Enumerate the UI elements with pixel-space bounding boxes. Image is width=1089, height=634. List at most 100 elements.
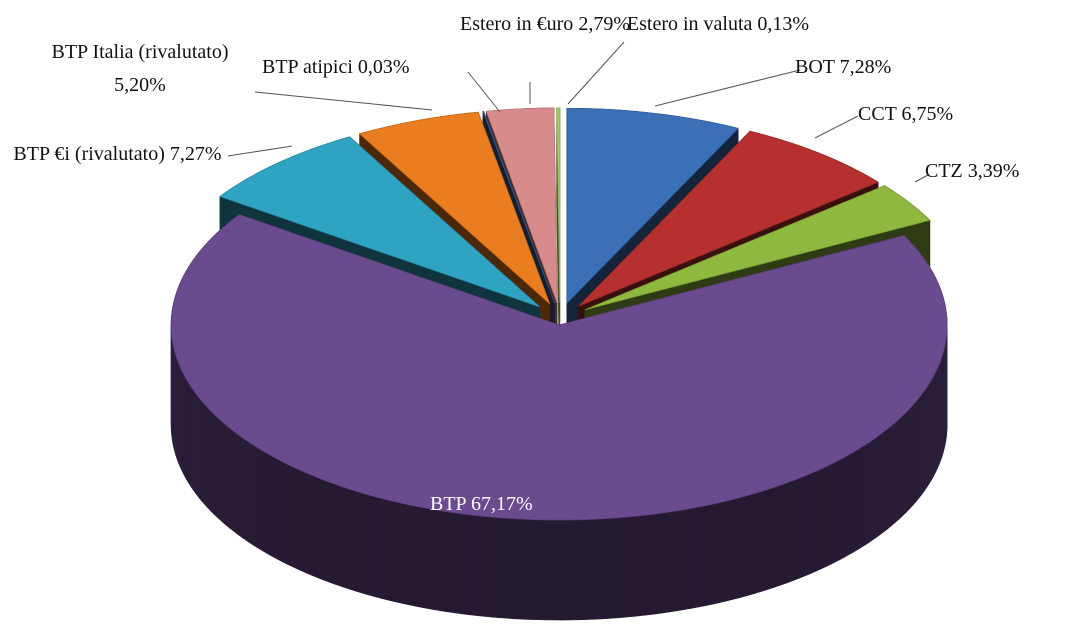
- leader-line: [654, 69, 801, 107]
- slice-side: [873, 435, 879, 540]
- slice-side: [382, 498, 390, 601]
- slice-side: [293, 466, 300, 571]
- leader-line: [814, 115, 859, 139]
- slice-side: [608, 517, 617, 619]
- data-label: Estero in valuta 0,13%: [618, 8, 818, 41]
- slice-side: [410, 504, 419, 607]
- slice-side: [546, 519, 555, 621]
- category-label: CCT: [858, 103, 897, 125]
- data-label: Estero in €uro 2,79%: [455, 8, 635, 41]
- slice-top: [566, 107, 739, 305]
- slice: [170, 213, 948, 621]
- category-label: Estero in valuta: [626, 13, 753, 35]
- slice-side: [683, 508, 692, 611]
- slice-side: [921, 389, 925, 496]
- slice-side: [190, 385, 194, 491]
- slice-side: [698, 505, 706, 608]
- slice-side: [592, 518, 601, 620]
- slice-side: [261, 449, 268, 554]
- slice-side: [712, 502, 721, 605]
- slice-top: [219, 136, 541, 308]
- slice-side: [828, 462, 835, 566]
- slice-side: [375, 496, 383, 600]
- slice-side: [912, 400, 917, 506]
- value-label: 7,28%: [839, 56, 892, 78]
- slice-side: [242, 437, 248, 542]
- slice-side: [238, 434, 244, 539]
- value-label: 0,13%: [757, 13, 810, 35]
- value-label: 67,17%: [470, 493, 533, 515]
- leader-line: [227, 145, 293, 157]
- slice-side: [854, 447, 861, 552]
- slice-side: [773, 484, 781, 588]
- slice-side: [417, 506, 426, 609]
- slice-top: [556, 107, 561, 303]
- slice-side: [282, 461, 289, 566]
- slice-side: [668, 510, 677, 613]
- slice-side: [864, 441, 870, 546]
- slice-side: [804, 472, 812, 577]
- slice-side: [878, 431, 884, 537]
- slice-side: [342, 486, 350, 590]
- slice-side: [361, 492, 370, 596]
- slice-side: [926, 382, 930, 489]
- slice-side: [822, 464, 829, 569]
- slice-side: [530, 519, 539, 621]
- slice-side: [909, 404, 914, 510]
- leader-line: [254, 91, 433, 111]
- leader-line: [467, 71, 501, 113]
- category-label: BOT: [795, 56, 835, 78]
- slice-side: [719, 500, 728, 603]
- slice-side: [329, 481, 337, 585]
- category-label: BTP €i (rivalutato): [13, 143, 165, 165]
- slice-side: [515, 518, 524, 620]
- slice-side: [584, 518, 594, 620]
- data-label: BTP €i (rivalutato) 7,27%: [5, 138, 230, 171]
- slice-side: [247, 440, 253, 545]
- slice-side: [287, 464, 295, 568]
- slice-side: [577, 519, 586, 621]
- slice-top: [578, 130, 879, 307]
- slice-top: [482, 111, 555, 304]
- slice-top: [358, 111, 551, 305]
- value-label: 2,79%: [578, 13, 630, 35]
- slice-side: [561, 519, 570, 621]
- slice-side: [869, 438, 875, 543]
- slice-side: [233, 430, 239, 536]
- slice-side: [210, 410, 215, 516]
- slice-side: [726, 498, 735, 602]
- slice-side: [894, 418, 900, 524]
- slice-side: [317, 477, 324, 581]
- slice-side: [271, 455, 278, 560]
- slice-side: [198, 396, 202, 502]
- slice-side: [217, 417, 223, 523]
- slice-side: [446, 511, 455, 614]
- slice-side: [522, 518, 532, 620]
- slice-side: [631, 515, 640, 617]
- slice-side: [780, 482, 788, 586]
- slice-side: [767, 486, 775, 590]
- data-label: BTP 67,17%: [430, 488, 630, 521]
- slice-side: [355, 490, 363, 594]
- slice: [556, 107, 561, 403]
- slice-side: [760, 489, 768, 592]
- slice-side: [918, 393, 923, 499]
- slice-side: [569, 519, 578, 621]
- slice-side: [484, 516, 493, 618]
- slice-side: [786, 480, 794, 584]
- data-label: BOT 7,28%: [795, 51, 995, 84]
- slice-side: [915, 397, 920, 503]
- slice-top: [584, 185, 931, 311]
- data-label: CCT 6,75%: [858, 98, 1058, 131]
- slice-side: [204, 403, 209, 509]
- slice-side: [454, 512, 463, 615]
- slice-side: [335, 484, 343, 588]
- slice-side: [661, 511, 670, 614]
- slice-side: [623, 516, 632, 618]
- slice-side: [740, 495, 748, 598]
- slice-side: [311, 474, 318, 578]
- slice-side: [492, 516, 501, 619]
- slice-side: [432, 508, 441, 611]
